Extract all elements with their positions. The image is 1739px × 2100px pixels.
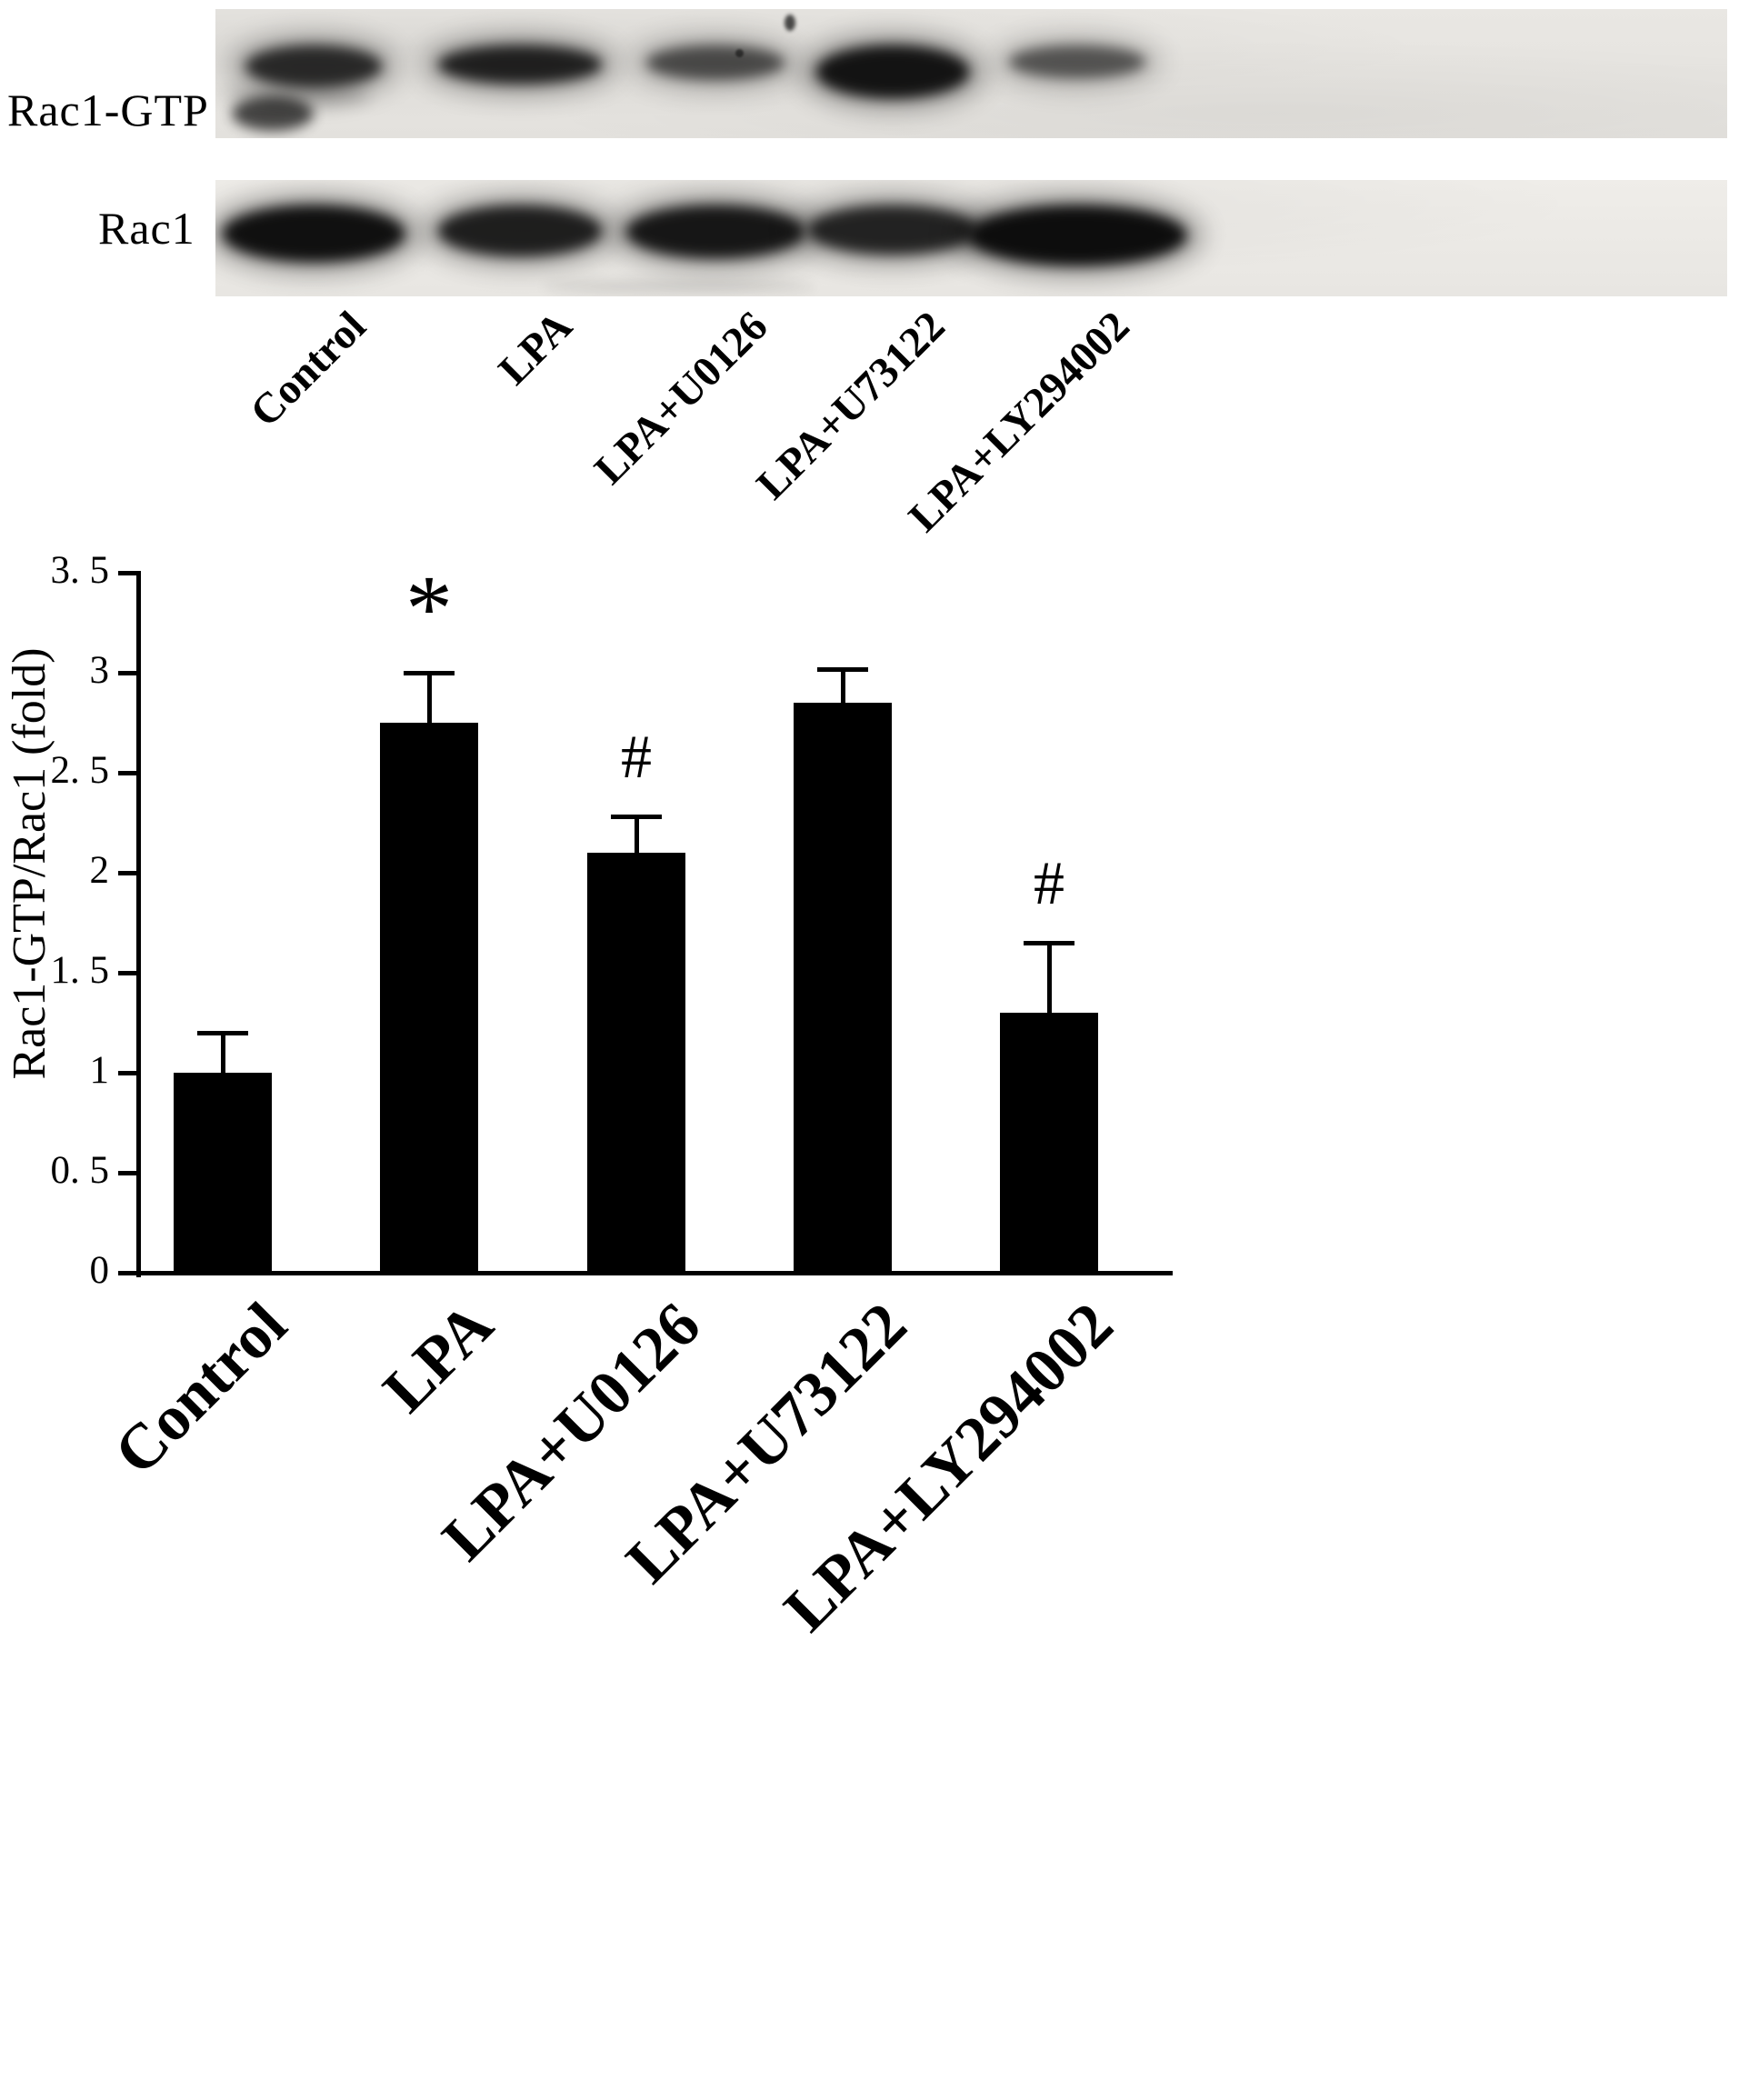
- blot-artifact-lower-band: [232, 96, 314, 131]
- significance-marker: #: [621, 722, 652, 792]
- y-tick-label: 3: [89, 649, 110, 692]
- blot-lane-label: LPA+LY294002: [899, 302, 1139, 542]
- y-tick-label: 1: [89, 1049, 110, 1092]
- blot-band: [808, 205, 977, 255]
- bar: [174, 1073, 272, 1273]
- y-tick: [118, 1071, 138, 1075]
- y-tick-label: 2: [89, 849, 110, 892]
- y-tick: [118, 1171, 138, 1175]
- blot-band: [646, 45, 785, 80]
- y-tick-label: 0: [89, 1249, 110, 1292]
- y-tick-label: 0. 5: [50, 1149, 110, 1192]
- blot-band: [438, 45, 602, 84]
- bar: [380, 723, 478, 1273]
- bar: [794, 703, 892, 1273]
- error-bar-cap: [1024, 941, 1074, 945]
- error-bar-line: [635, 816, 639, 853]
- bar: [1000, 1013, 1098, 1273]
- error-bar-cap: [817, 666, 868, 672]
- error-bar-cap: [611, 815, 662, 820]
- y-axis-line: [136, 571, 141, 1277]
- y-tick: [118, 971, 138, 975]
- blot-lane-label: LPA+U73122: [747, 302, 954, 509]
- y-tick: [118, 571, 138, 575]
- y-tick: [118, 871, 138, 875]
- significance-marker: #: [1034, 848, 1064, 917]
- y-tick: [118, 671, 138, 675]
- error-bar-line: [221, 1033, 225, 1073]
- blot-band: [1009, 45, 1145, 78]
- error-bar-line: [1047, 943, 1052, 1013]
- significance-marker: *: [405, 556, 453, 661]
- blot-strip-rac1: [215, 180, 1727, 296]
- blot-strip-rac1-gtp: [215, 9, 1727, 138]
- blot-band: [223, 205, 405, 262]
- blot-row-label-rac1-gtp: Rac1-GTP: [7, 85, 209, 135]
- blot-band: [245, 45, 382, 87]
- blot-band: [816, 45, 969, 98]
- error-bar-line: [841, 668, 845, 703]
- blot-artifact-speck: [785, 15, 795, 31]
- error-bar-cap: [404, 671, 455, 675]
- blot-artifact-smudge: [543, 280, 815, 293]
- bar: [587, 853, 685, 1273]
- error-bar-cap: [197, 1031, 248, 1035]
- y-tick-label: 1. 5: [50, 949, 110, 992]
- blot-band: [438, 205, 602, 256]
- x-axis-line: [136, 1271, 1173, 1275]
- blot-band: [626, 205, 805, 258]
- y-tick-label: 3. 5: [50, 549, 110, 592]
- y-tick-label: 2. 5: [50, 749, 110, 792]
- blot-band: [968, 205, 1186, 265]
- y-tick: [118, 1271, 138, 1275]
- blot-row-label-rac1: Rac1: [98, 203, 195, 254]
- blot-artifact-smear: [225, 85, 370, 105]
- error-bar-line: [427, 673, 432, 723]
- y-tick: [118, 771, 138, 775]
